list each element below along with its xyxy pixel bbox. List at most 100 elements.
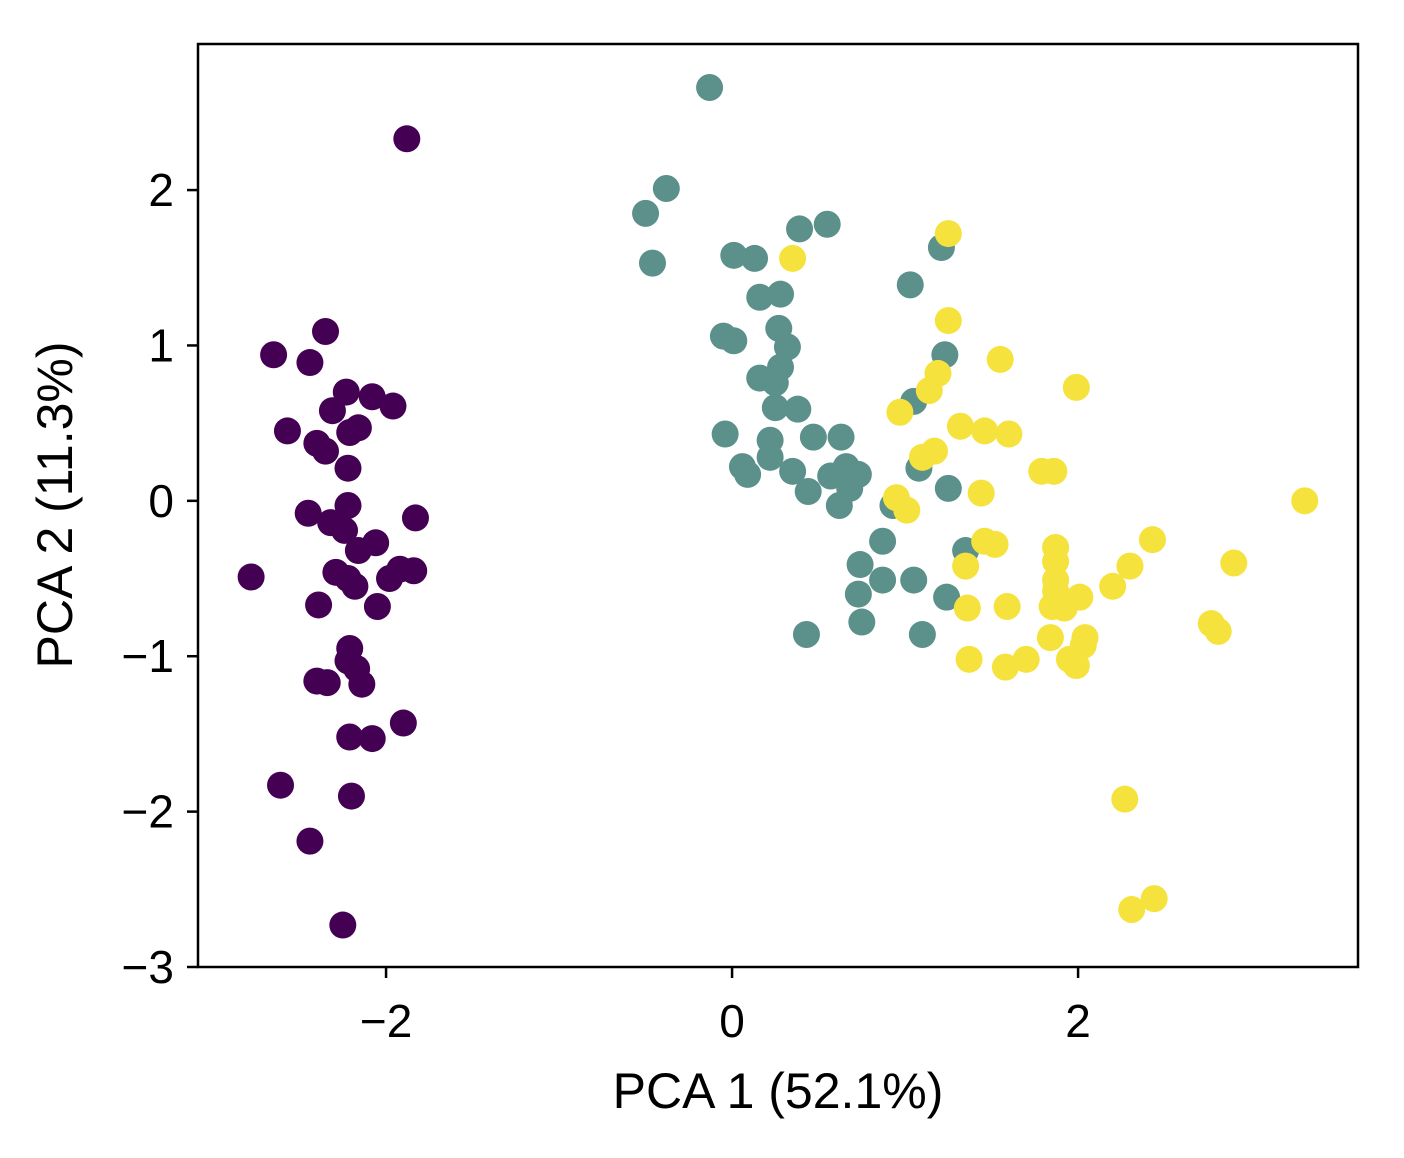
scatter-point xyxy=(967,479,995,507)
y-tick-label: 2 xyxy=(148,164,174,216)
scatter-point xyxy=(696,74,724,102)
scatter-point xyxy=(1118,896,1146,924)
scatter-point xyxy=(318,397,346,425)
scatter-point xyxy=(267,771,295,799)
scatter-point xyxy=(337,782,365,810)
scatter-point xyxy=(900,566,928,594)
scatter-point xyxy=(329,911,357,939)
scatter-point xyxy=(794,478,822,506)
scatter-point xyxy=(869,527,897,555)
x-tick-label: 2 xyxy=(1065,995,1091,1047)
scatter-point xyxy=(1036,624,1064,652)
y-tick-label: 0 xyxy=(148,475,174,527)
scatter-point xyxy=(934,307,962,335)
scatter-point xyxy=(1050,594,1078,622)
scatter-point xyxy=(792,620,820,648)
scatter-point xyxy=(971,417,999,445)
scatter-point xyxy=(336,418,364,446)
scatter-point xyxy=(1062,652,1090,680)
scatter-point xyxy=(1012,645,1040,673)
scatter-point xyxy=(313,669,341,697)
scatter-point xyxy=(711,420,739,448)
scatter-point xyxy=(296,827,324,855)
scatter-point xyxy=(1062,373,1090,401)
scatter-point xyxy=(1111,785,1139,813)
scatter-point xyxy=(953,594,981,622)
scatter-point xyxy=(995,420,1023,448)
scatter-point xyxy=(786,215,814,243)
scatter-point xyxy=(741,244,769,272)
scatter-point xyxy=(393,125,421,153)
y-tick-label: 1 xyxy=(148,319,174,371)
scatter-point xyxy=(1204,617,1232,645)
scatter-point xyxy=(379,392,407,420)
scatter-point xyxy=(341,572,369,600)
scatter-point xyxy=(720,327,748,355)
scatter-point xyxy=(331,516,359,544)
plot-frame xyxy=(196,42,1360,969)
scatter-point xyxy=(1220,549,1248,577)
scatter-point xyxy=(1099,572,1127,600)
scatter-point xyxy=(986,345,1014,373)
scatter-point xyxy=(915,377,943,405)
scatter-point xyxy=(652,175,680,203)
scatter-point xyxy=(334,454,362,482)
scatter-point xyxy=(908,620,936,648)
scatter-point xyxy=(376,565,404,593)
scatter-point xyxy=(767,280,795,308)
scatter-point xyxy=(400,557,428,585)
scatter-point xyxy=(312,437,340,465)
scatter-point xyxy=(827,423,855,451)
scatter-point xyxy=(934,474,962,502)
scatter-point xyxy=(632,199,660,227)
scatter-point xyxy=(981,530,1009,558)
scatter-point xyxy=(334,492,362,519)
scatter-point xyxy=(952,552,980,580)
scatter-point xyxy=(991,653,1019,681)
scatter-point xyxy=(294,499,322,527)
scatter-point xyxy=(348,670,376,698)
scatter-point xyxy=(296,349,324,377)
scatter-point xyxy=(358,725,386,753)
scatter-point xyxy=(846,551,874,579)
scatter-point xyxy=(336,723,364,751)
scatter-point xyxy=(305,591,333,619)
scatter-point xyxy=(844,580,872,608)
scatter-point xyxy=(908,443,936,471)
scatter-point xyxy=(1138,526,1166,554)
x-tick-label: −2 xyxy=(360,995,412,1047)
scatter-point xyxy=(734,460,762,488)
scatter-point xyxy=(1042,547,1070,575)
scatter-point xyxy=(756,443,784,471)
scatter-point xyxy=(312,317,340,345)
scatter-point xyxy=(1140,885,1168,913)
scatter-point xyxy=(946,412,974,440)
y-tick-label: −3 xyxy=(122,941,174,993)
scatter-point xyxy=(779,457,807,485)
scatter-point xyxy=(401,504,429,532)
scatter-point xyxy=(896,271,924,299)
x-tick-label: 0 xyxy=(719,995,745,1047)
scatter-point xyxy=(886,398,914,426)
scatter-point xyxy=(363,593,391,621)
scatter-point xyxy=(344,537,372,565)
scatter-point xyxy=(332,378,360,406)
scatter-point xyxy=(1116,552,1144,580)
scatter-point xyxy=(993,593,1021,621)
scatter-point xyxy=(638,249,666,277)
y-tick-label: −1 xyxy=(122,630,174,682)
scatter-point xyxy=(893,496,921,524)
scatter-point xyxy=(273,417,301,445)
scatter-point xyxy=(933,583,961,611)
scatter-point xyxy=(813,210,841,238)
scatter-point xyxy=(237,563,265,591)
scatter-point xyxy=(869,566,897,594)
scatter-point xyxy=(825,492,853,519)
scatter-point xyxy=(817,462,845,490)
scatter-point xyxy=(720,241,748,269)
scatter-point xyxy=(761,369,789,397)
scatter-point xyxy=(761,394,789,422)
y-axis-label: PCA 2 (11.3%) xyxy=(27,341,83,668)
scatter-point xyxy=(1040,457,1068,485)
